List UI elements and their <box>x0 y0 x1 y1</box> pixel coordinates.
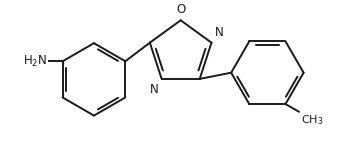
Text: O: O <box>176 3 185 15</box>
Text: N: N <box>215 26 224 39</box>
Text: $\mathregular{CH_3}$: $\mathregular{CH_3}$ <box>301 114 323 127</box>
Text: $\mathregular{H_2N}$: $\mathregular{H_2N}$ <box>23 54 47 69</box>
Text: N: N <box>150 83 159 96</box>
